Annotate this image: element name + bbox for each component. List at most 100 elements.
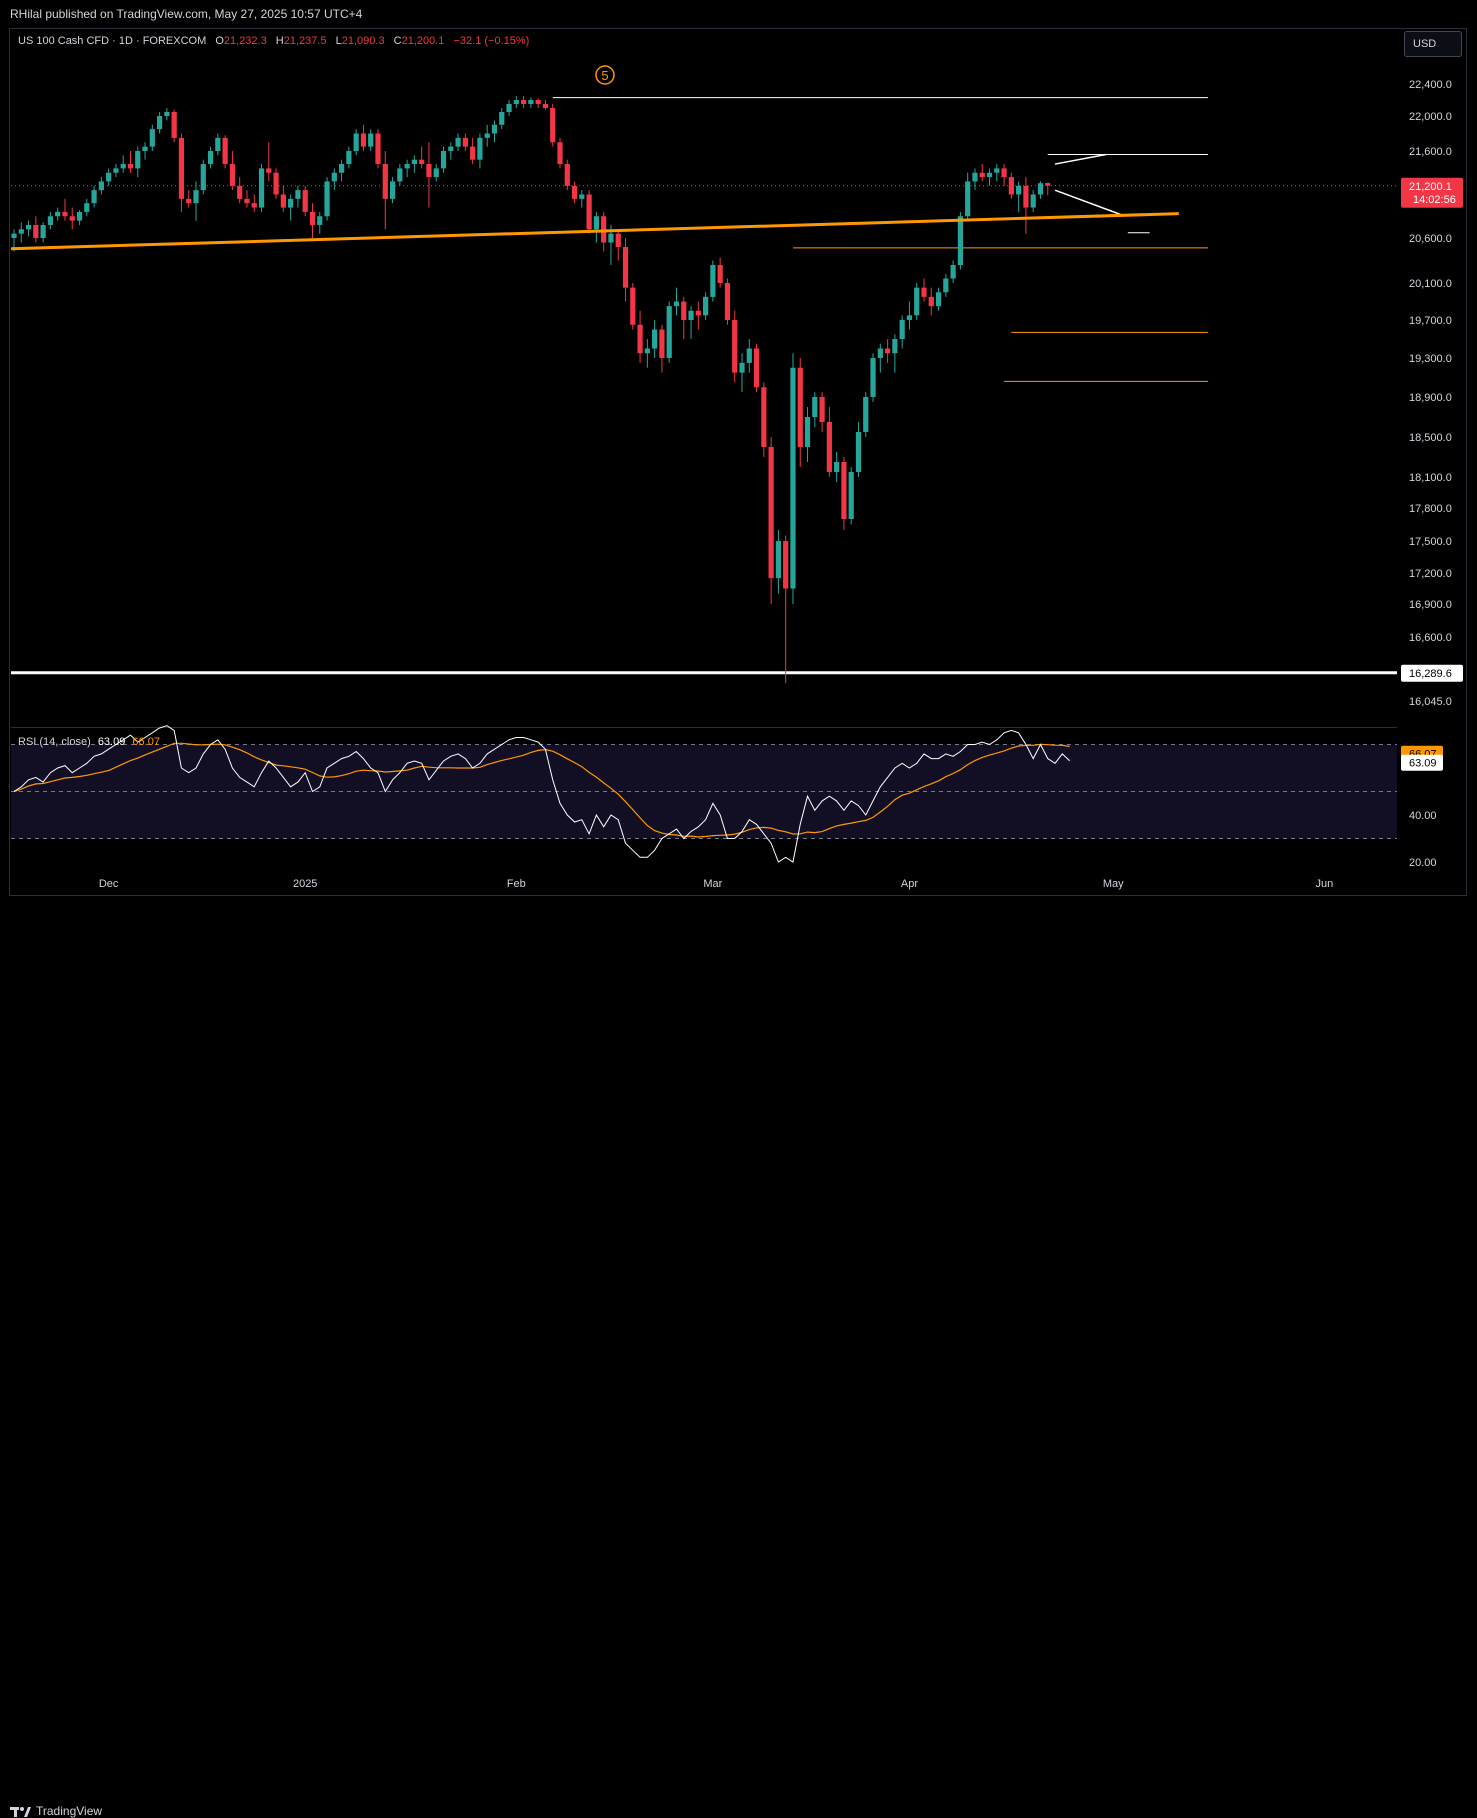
candle[interactable] [178, 137, 185, 199]
candle[interactable] [106, 172, 112, 182]
candle[interactable] [957, 216, 963, 265]
candle[interactable] [171, 112, 177, 138]
candle[interactable] [652, 329, 658, 349]
candle[interactable] [149, 129, 155, 147]
candle[interactable] [309, 211, 316, 225]
candle[interactable] [433, 168, 439, 178]
candle[interactable] [186, 198, 192, 204]
currency-button[interactable]: USD [1404, 31, 1462, 57]
candle[interactable] [127, 164, 134, 169]
candle[interactable] [455, 137, 461, 147]
candle[interactable] [76, 211, 83, 221]
candle[interactable] [804, 417, 811, 447]
candle[interactable] [739, 362, 745, 373]
candle[interactable] [797, 367, 803, 447]
orange-trendline[interactable] [10, 212, 1179, 251]
candle[interactable] [477, 137, 483, 160]
candle[interactable] [885, 348, 891, 354]
candle[interactable] [579, 194, 585, 199]
candle[interactable] [142, 146, 148, 151]
candle[interactable] [528, 100, 534, 104]
candle[interactable] [207, 151, 214, 165]
candle[interactable] [914, 287, 920, 316]
candle[interactable] [630, 287, 636, 325]
candle[interactable] [499, 112, 505, 125]
candle[interactable] [302, 190, 308, 212]
candle[interactable] [965, 181, 971, 217]
candle[interactable] [615, 233, 621, 247]
candle[interactable] [91, 190, 97, 204]
candle[interactable] [491, 124, 498, 134]
candle[interactable] [229, 164, 235, 186]
candle[interactable] [935, 292, 942, 307]
candle[interactable] [1037, 183, 1044, 195]
candle[interactable] [55, 211, 61, 217]
candle[interactable] [411, 159, 417, 165]
candle[interactable] [986, 172, 993, 178]
candle[interactable] [644, 348, 650, 354]
candle[interactable] [753, 348, 760, 388]
candle[interactable] [353, 133, 359, 152]
candle[interactable] [564, 164, 570, 186]
wave-5-circle[interactable] [595, 65, 615, 85]
candle[interactable] [841, 462, 847, 519]
candle[interactable] [950, 265, 956, 279]
candle[interactable] [33, 224, 39, 238]
candle[interactable] [877, 348, 883, 359]
candle[interactable] [812, 397, 818, 417]
candle[interactable] [659, 329, 665, 359]
wedge-upper-line[interactable] [1054, 153, 1107, 165]
candle[interactable] [768, 447, 774, 579]
candle[interactable] [586, 194, 592, 230]
candle[interactable] [273, 172, 279, 195]
last-price-badge[interactable] [1401, 177, 1463, 208]
candle[interactable] [542, 104, 549, 108]
candle[interactable] [120, 164, 126, 169]
candle[interactable] [870, 358, 876, 397]
candle[interactable] [25, 224, 32, 230]
candle[interactable] [972, 172, 978, 182]
candle[interactable] [921, 287, 927, 297]
symbol-title[interactable]: US 100 Cash CFD · 1D · FOREXCOM [18, 35, 207, 47]
candle[interactable] [506, 104, 512, 112]
candle[interactable] [397, 168, 403, 182]
candle[interactable] [863, 397, 869, 432]
candle[interactable] [943, 278, 949, 293]
candle[interactable] [69, 216, 75, 221]
candle[interactable] [157, 116, 163, 130]
candle[interactable] [1023, 185, 1029, 208]
candle[interactable] [637, 324, 643, 354]
candle[interactable] [324, 181, 330, 217]
candle[interactable] [608, 233, 614, 243]
candle[interactable] [746, 348, 752, 363]
candle[interactable] [244, 198, 250, 204]
candle[interactable] [513, 100, 519, 104]
candle[interactable] [1016, 185, 1022, 195]
candle[interactable] [331, 172, 337, 182]
candle[interactable] [819, 397, 825, 422]
candle[interactable] [892, 339, 898, 354]
tradingview-logo[interactable]: TradingView [10, 1804, 102, 1818]
candle[interactable] [426, 164, 432, 178]
candle[interactable] [339, 164, 345, 173]
candle[interactable] [251, 203, 257, 208]
candle[interactable] [470, 146, 476, 160]
rsi-line[interactable] [13, 725, 1070, 863]
candle[interactable] [258, 168, 265, 208]
chart-canvas[interactable]: 5 22,400.0 22,000.0 21,600.0 20,600.0 20,100.… [0, 0, 1477, 932]
support-price-badge[interactable] [1401, 664, 1463, 682]
candle[interactable] [62, 211, 68, 217]
candle[interactable] [535, 100, 541, 104]
candle[interactable] [673, 301, 680, 307]
candle[interactable] [113, 168, 119, 173]
candle[interactable] [557, 142, 563, 165]
candle[interactable] [382, 164, 388, 199]
candle[interactable] [288, 198, 294, 208]
candle[interactable] [1008, 177, 1014, 195]
candle[interactable] [775, 541, 781, 579]
candle[interactable] [571, 185, 578, 199]
candle[interactable] [11, 233, 17, 238]
candle[interactable] [448, 146, 454, 151]
candle[interactable] [783, 541, 789, 589]
candle[interactable] [404, 164, 410, 169]
